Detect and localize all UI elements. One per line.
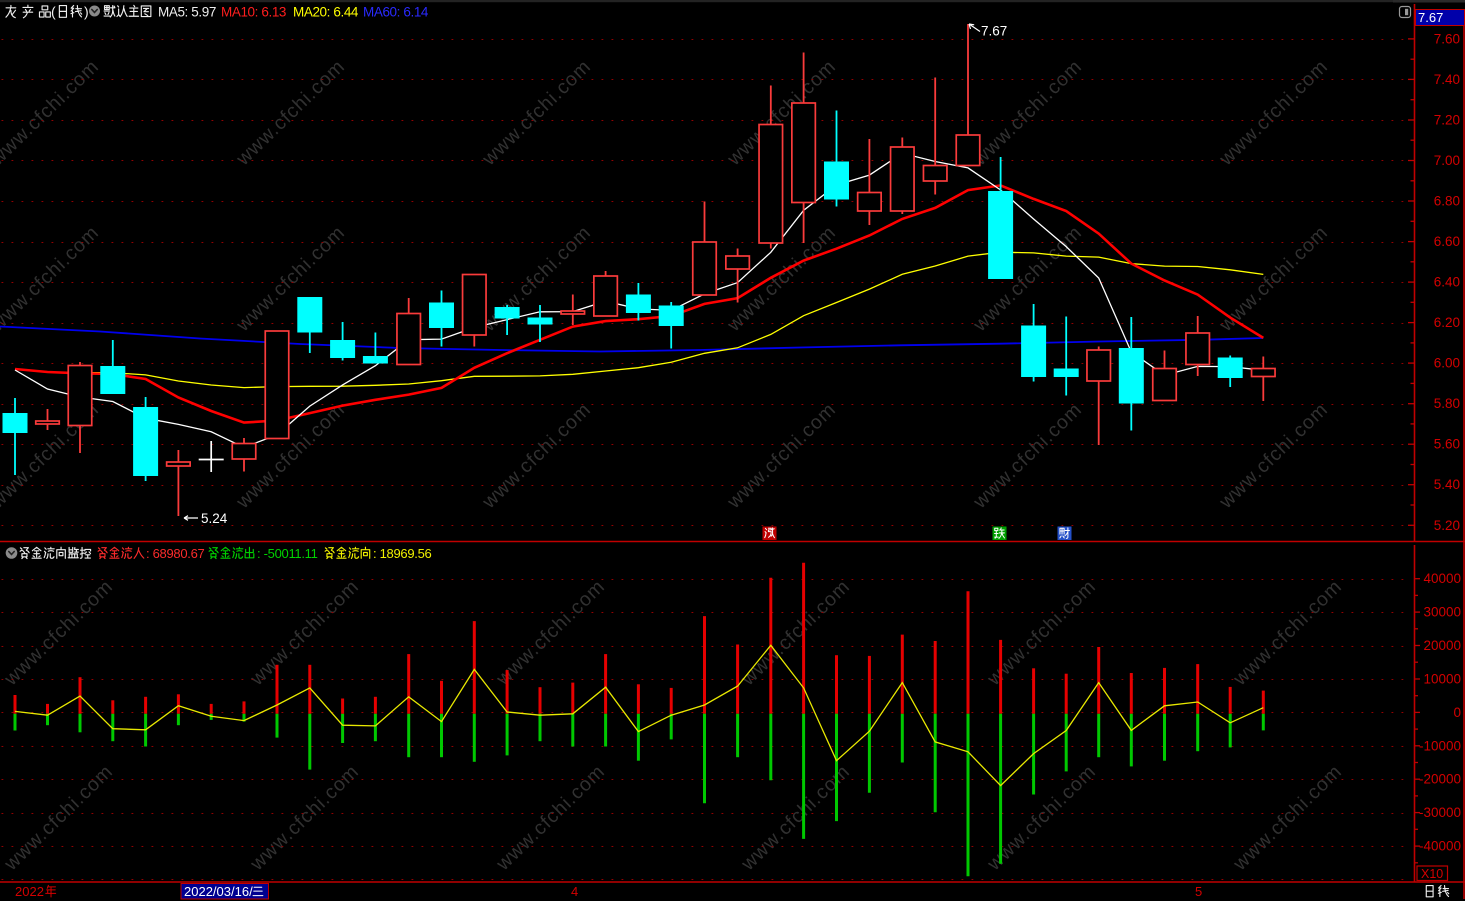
svg-text:40000: 40000 xyxy=(1423,571,1461,586)
svg-text:-40000: -40000 xyxy=(1419,839,1461,854)
svg-text:MA5: 5.97: MA5: 5.97 xyxy=(158,5,216,20)
svg-text:7.67: 7.67 xyxy=(1418,10,1443,25)
svg-text:(: ( xyxy=(51,4,56,20)
svg-text:: -50011.11: : -50011.11 xyxy=(257,546,318,561)
svg-text:2022: 2022 xyxy=(15,884,44,899)
svg-text:6.00: 6.00 xyxy=(1434,356,1460,371)
svg-text:7.20: 7.20 xyxy=(1434,113,1460,128)
svg-text:): ) xyxy=(84,4,89,20)
svg-text:MA20: 6.44: MA20: 6.44 xyxy=(293,5,359,20)
svg-text:7.40: 7.40 xyxy=(1434,72,1460,87)
svg-text:7.00: 7.00 xyxy=(1434,153,1460,168)
svg-text:-30000: -30000 xyxy=(1419,805,1461,820)
svg-text:-10000: -10000 xyxy=(1419,738,1461,753)
svg-text:X10: X10 xyxy=(1421,867,1443,881)
svg-text:0: 0 xyxy=(1453,705,1461,720)
svg-text:5.24: 5.24 xyxy=(201,511,228,526)
svg-text:6.80: 6.80 xyxy=(1434,194,1460,209)
svg-text:6.40: 6.40 xyxy=(1434,275,1460,290)
svg-text:6.60: 6.60 xyxy=(1434,234,1460,249)
svg-text:5.80: 5.80 xyxy=(1434,396,1460,411)
svg-text:MA60: 6.14: MA60: 6.14 xyxy=(363,5,429,20)
svg-text:7.67: 7.67 xyxy=(981,24,1007,39)
svg-text:-20000: -20000 xyxy=(1419,772,1461,787)
svg-text:7.60: 7.60 xyxy=(1434,31,1460,46)
svg-text:2022/03/16/: 2022/03/16/ xyxy=(184,884,253,899)
svg-text:5.20: 5.20 xyxy=(1434,518,1460,533)
svg-text:5.40: 5.40 xyxy=(1434,477,1460,492)
svg-text:: 18969.56: : 18969.56 xyxy=(373,546,432,561)
svg-text:5: 5 xyxy=(1195,884,1202,899)
svg-text:4: 4 xyxy=(571,884,578,899)
svg-text:10000: 10000 xyxy=(1423,672,1461,687)
svg-text:MA10: 6.13: MA10: 6.13 xyxy=(221,5,286,20)
svg-text:20000: 20000 xyxy=(1423,638,1461,653)
svg-text:6.20: 6.20 xyxy=(1434,315,1460,330)
svg-text:5.60: 5.60 xyxy=(1434,437,1460,452)
svg-text:30000: 30000 xyxy=(1423,605,1461,620)
svg-text:: 68980.67: : 68980.67 xyxy=(146,546,205,561)
